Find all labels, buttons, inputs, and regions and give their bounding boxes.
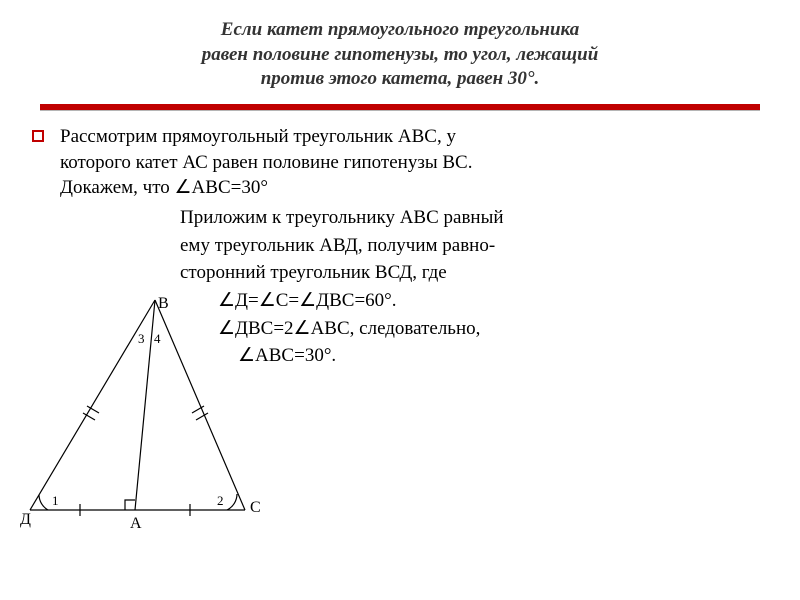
- para1-line2: которого катет АС равен половине гипотен…: [60, 150, 760, 176]
- angle-label-4: 4: [154, 331, 161, 346]
- right-angle-icon: [125, 500, 135, 510]
- edge-db: [30, 300, 155, 510]
- proof-line2: ему треугольник АВД, получим равно-: [180, 233, 760, 259]
- bullet-square-icon: [32, 130, 44, 142]
- para1-line3: Докажем, что ∠АВС=30°: [60, 175, 760, 201]
- title-line-1: Если катет прямоугольного треугольника: [40, 18, 760, 43]
- label-c: С: [250, 499, 261, 516]
- triangle-diagram: Д А С В 1 2 3 4: [20, 280, 280, 540]
- intro-paragraph: Рассмотрим прямоугольный треугольник АВС…: [60, 124, 760, 201]
- proof-line1: Приложим к треугольнику АВС равный: [180, 205, 760, 231]
- angle-1-arc: [39, 495, 48, 510]
- angle-2-arc: [227, 494, 237, 510]
- edge-cb: [155, 300, 245, 510]
- angle-label-3: 3: [138, 331, 145, 346]
- title-line-2: равен половине гипотенузы, то угол, лежа…: [40, 43, 760, 68]
- label-b: В: [158, 295, 169, 312]
- title-underline: [40, 104, 760, 114]
- angle-label-2: 2: [217, 493, 224, 508]
- angle-label-1: 1: [52, 493, 59, 508]
- underline-red: [40, 104, 760, 110]
- title-line-3: против этого катета, равен 30°.: [40, 67, 760, 92]
- theorem-title: Если катет прямоугольного треугольника р…: [0, 0, 800, 100]
- para1-line1: Рассмотрим прямоугольный треугольник АВС…: [60, 124, 760, 150]
- label-a: А: [130, 515, 142, 532]
- label-d: Д: [20, 511, 31, 528]
